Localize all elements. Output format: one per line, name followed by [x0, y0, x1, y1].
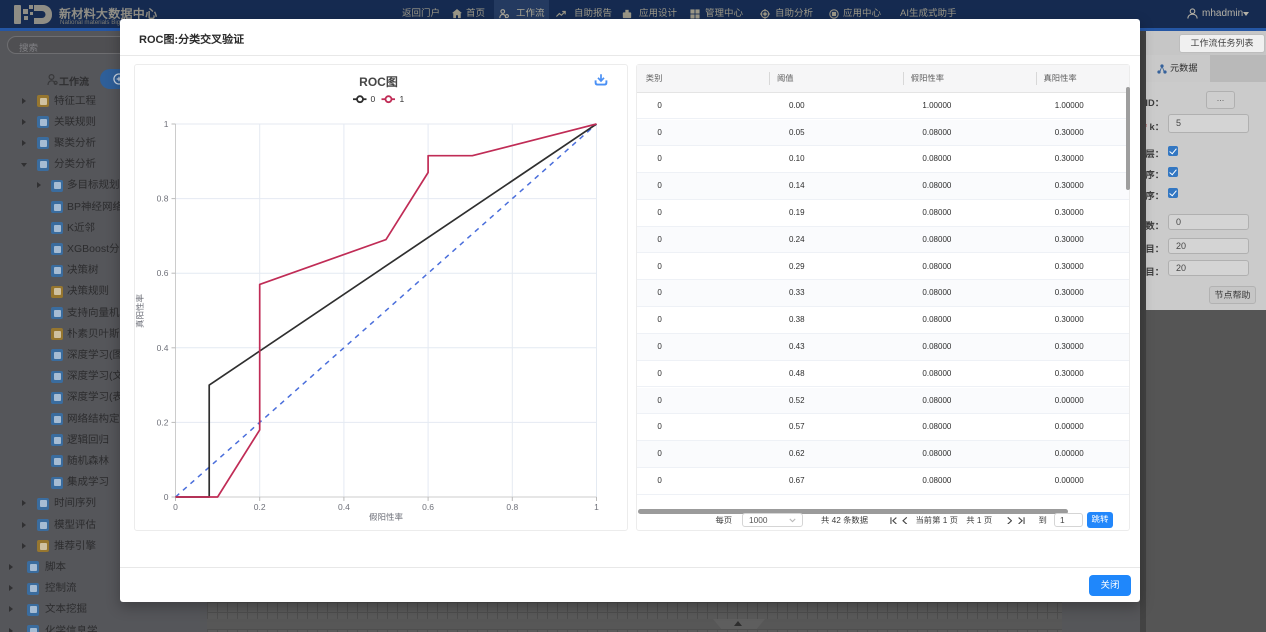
- svg-text:0.2: 0.2: [156, 417, 168, 427]
- svg-text:0: 0: [163, 492, 168, 502]
- svg-text:0.8: 0.8: [506, 502, 518, 512]
- svg-text:1: 1: [399, 94, 404, 104]
- svg-text:0.6: 0.6: [156, 268, 168, 278]
- svg-text:0.6: 0.6: [422, 502, 434, 512]
- svg-text:1: 1: [163, 119, 168, 129]
- svg-text:0.2: 0.2: [253, 502, 265, 512]
- svg-text:真阳性率: 真阳性率: [135, 294, 145, 329]
- svg-text:1: 1: [594, 502, 599, 512]
- svg-text:0.4: 0.4: [337, 502, 349, 512]
- svg-text:假阳性率: 假阳性率: [368, 512, 403, 522]
- svg-text:0.8: 0.8: [156, 194, 168, 204]
- svg-text:0: 0: [173, 502, 178, 512]
- svg-text:0.4: 0.4: [156, 343, 168, 353]
- svg-text:0: 0: [370, 94, 375, 104]
